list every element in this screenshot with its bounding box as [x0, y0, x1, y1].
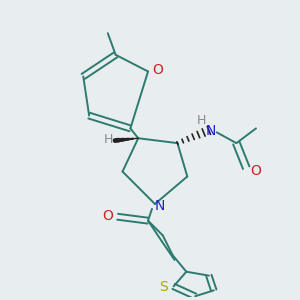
Text: N: N [206, 124, 216, 138]
Text: N: N [154, 199, 165, 213]
Text: S: S [159, 280, 168, 294]
Text: O: O [250, 164, 261, 178]
Text: O: O [102, 209, 113, 223]
Text: H: H [196, 114, 206, 127]
Text: O: O [152, 62, 163, 76]
Text: H: H [104, 133, 113, 146]
